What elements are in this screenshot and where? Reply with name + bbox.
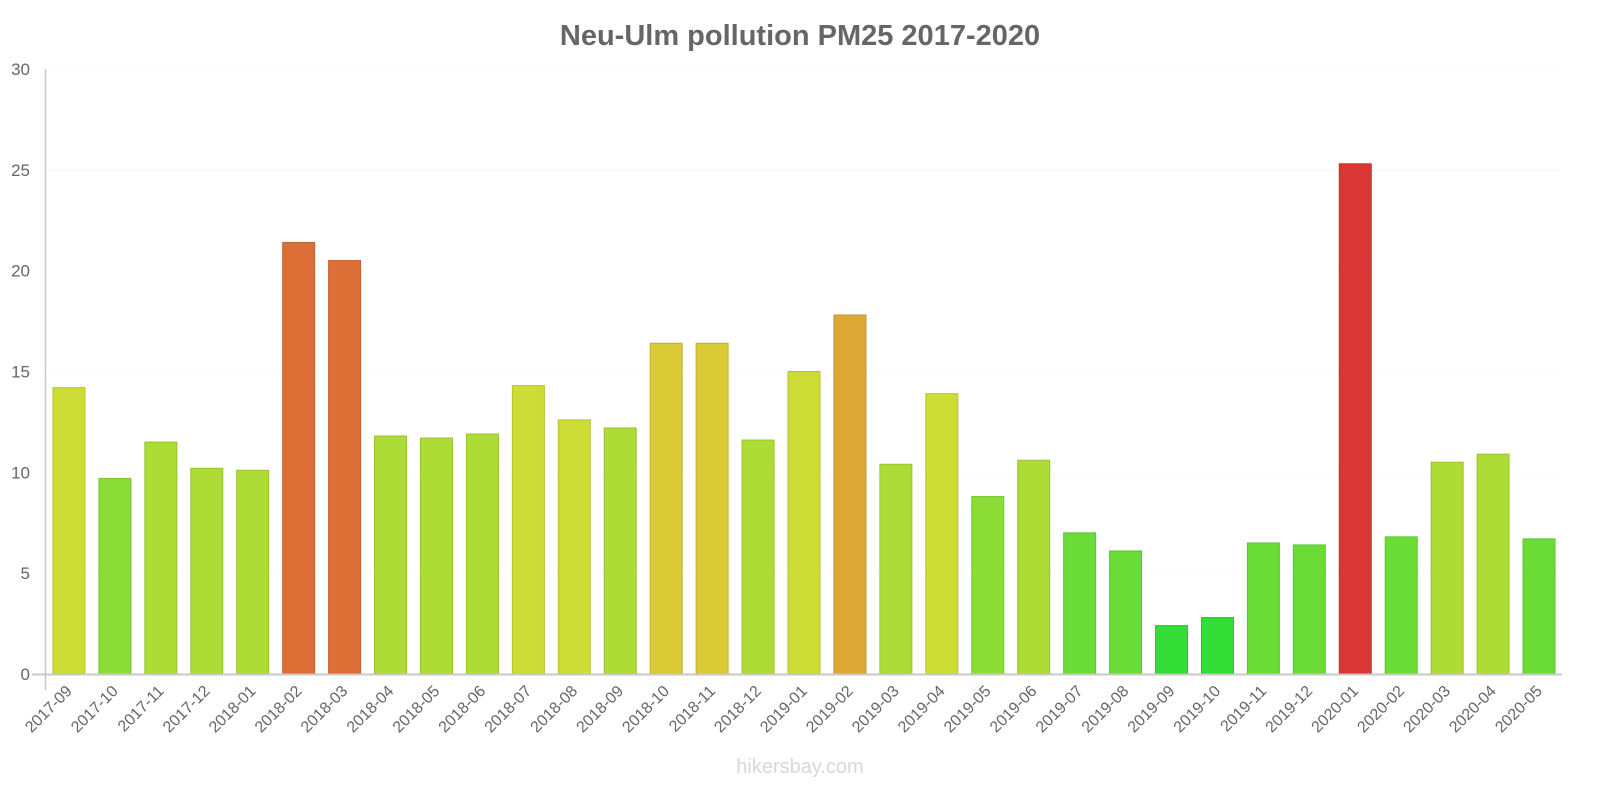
x-tick-label: 2020-04	[1446, 683, 1500, 737]
bar-2019-02	[833, 314, 867, 675]
x-tick-label: 2018-03	[298, 683, 352, 737]
x-tick-label: 2019-05	[941, 683, 995, 737]
x-tick-label: 2019-04	[895, 683, 949, 737]
bar-2020-05	[1522, 538, 1556, 675]
x-tick-label: 2018-04	[344, 683, 398, 737]
bar-2019-09	[1155, 625, 1189, 675]
x-tick-label: 2018-05	[390, 683, 444, 737]
x-tick-label: 2019-01	[757, 683, 811, 737]
bar-2018-10	[649, 342, 683, 675]
x-tick-label: 2018-07	[482, 683, 536, 737]
bar-2018-07	[511, 385, 545, 675]
bar-2019-10	[1200, 617, 1234, 675]
x-tick-label: 2019-08	[1079, 683, 1133, 737]
bar-2017-09	[52, 387, 86, 675]
bar-2019-08	[1109, 550, 1143, 675]
x-tick-label: 2019-02	[803, 683, 857, 737]
x-tick-label: 2018-10	[619, 683, 673, 737]
x-tick-label: 2018-09	[574, 683, 628, 737]
x-tick-label: 2020-03	[1400, 683, 1454, 737]
y-tick-label: 10	[11, 463, 30, 482]
bar-2019-05	[971, 496, 1005, 675]
y-tick-label: 30	[11, 60, 30, 79]
y-axis: 0 5 10 15 20 25 30	[11, 60, 47, 690]
chart-title: Neu-Ulm pollution PM25 2017-2020	[560, 20, 1040, 52]
x-tick-label: 2020-02	[1354, 683, 1408, 737]
bar-2018-12	[741, 439, 775, 675]
bar-2020-02	[1384, 536, 1418, 675]
y-tick-label: 15	[11, 363, 30, 382]
x-tick-label: 2017-10	[68, 683, 122, 737]
bar-2018-09	[603, 427, 637, 675]
bar-2019-07	[1063, 532, 1097, 675]
x-tick-label: 2017-12	[160, 683, 214, 737]
x-tick-label: 2017-09	[22, 683, 76, 737]
bar-2018-06	[465, 433, 499, 675]
bar-2018-05	[419, 437, 453, 675]
bar-2017-12	[190, 467, 224, 675]
bar-2018-11	[695, 342, 729, 675]
x-tick-label: 2020-05	[1492, 683, 1546, 737]
x-tick-label: 2019-06	[987, 683, 1041, 737]
x-tick-label: 2020-01	[1309, 683, 1363, 737]
bar-2020-04	[1476, 453, 1510, 675]
bar-2020-01	[1338, 163, 1372, 675]
y-tick-label: 0	[21, 665, 30, 684]
bar-2019-03	[879, 463, 913, 675]
x-tick-label: 2019-10	[1171, 683, 1225, 737]
bar-2017-10	[98, 477, 132, 675]
bars	[52, 163, 1556, 675]
x-tick-label: 2018-06	[436, 683, 490, 737]
bar-2017-11	[144, 441, 178, 675]
bar-2019-04	[925, 393, 959, 675]
bar-2019-01	[787, 371, 821, 675]
bar-2018-01	[236, 469, 270, 675]
y-tick-label: 20	[11, 262, 30, 281]
watermark: hikersbay.com	[736, 756, 863, 778]
bar-2018-04	[374, 435, 408, 675]
y-tick-label: 5	[21, 564, 30, 583]
bar-2019-11	[1246, 542, 1280, 675]
x-tick-label: 2019-09	[1125, 683, 1179, 737]
bar-2020-03	[1430, 461, 1464, 675]
x-tick-label: 2018-01	[206, 683, 260, 737]
bar-2018-02	[282, 241, 316, 675]
bar-2018-03	[328, 260, 362, 675]
bar-2019-06	[1017, 459, 1051, 675]
x-tick-label: 2018-02	[252, 683, 306, 737]
x-tick-label: 2019-03	[849, 683, 903, 737]
x-tick-label: 2019-12	[1263, 683, 1317, 737]
bar-2019-12	[1292, 544, 1326, 675]
y-tick-label: 25	[11, 161, 30, 180]
x-tick-label: 2018-12	[711, 683, 765, 737]
x-tick-label: 2019-11	[1218, 683, 1271, 736]
x-tick-label: 2019-07	[1033, 683, 1087, 737]
x-axis: 2017-092017-102017-112017-122018-012018-…	[22, 673, 1562, 737]
x-tick-label: 2018-11	[666, 683, 719, 736]
bar-2018-08	[557, 419, 591, 675]
x-tick-label: 2018-08	[528, 683, 582, 737]
x-tick-label: 2017-11	[115, 683, 168, 736]
